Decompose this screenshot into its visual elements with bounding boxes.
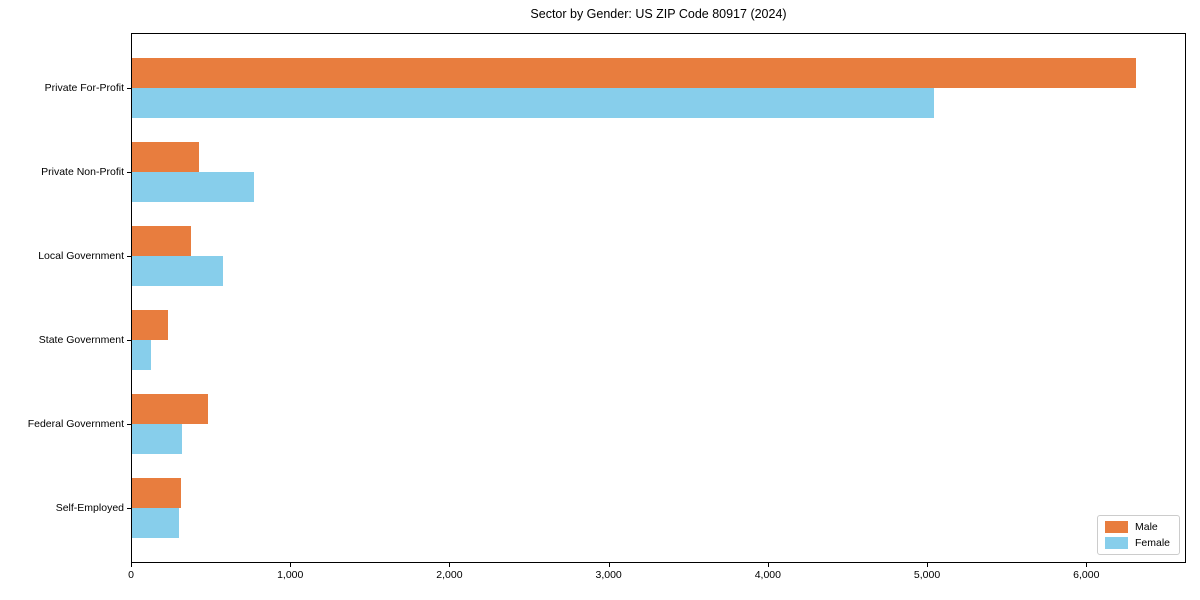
bar-female (132, 88, 934, 118)
x-axis-tick (1086, 563, 1088, 567)
bar-male (132, 58, 1136, 88)
legend-label: Male (1134, 521, 1158, 533)
x-axis-tick-label: 4,000 (754, 569, 781, 581)
y-axis-tick (127, 88, 131, 89)
x-axis-tick-label: 2,000 (436, 569, 463, 581)
y-axis-tick (127, 172, 131, 173)
bar-group (132, 226, 1185, 286)
x-axis-tick (767, 563, 769, 567)
legend: Male Female (1096, 515, 1180, 555)
y-axis-label: Private Non-Profit (41, 166, 124, 178)
bar-female (132, 172, 254, 202)
x-axis-tick-label: 3,000 (595, 569, 622, 581)
y-axis-tick (127, 424, 131, 425)
y-axis-label: Private For-Profit (44, 82, 124, 94)
bar-group (132, 58, 1185, 118)
x-axis-tick-label: 5,000 (913, 569, 941, 581)
legend-entry: Male (1104, 521, 1170, 533)
bar-female (132, 508, 179, 538)
legend-swatch-male (1104, 521, 1128, 533)
x-axis-tick (131, 563, 132, 567)
bar-male (132, 394, 208, 424)
bar-group (132, 478, 1185, 538)
plot-area: Male Female (131, 33, 1186, 563)
x-axis-tick-label: 1,000 (277, 569, 304, 581)
bar-group (132, 310, 1185, 370)
y-axis-tick (127, 508, 131, 509)
y-axis-tick (127, 256, 131, 257)
bar-group (132, 394, 1185, 454)
bar-male (132, 142, 199, 172)
legend-label: Female (1134, 537, 1170, 549)
bar-male (132, 310, 168, 340)
x-axis-tick-label: 0 (128, 569, 134, 581)
y-axis-label: State Government (38, 334, 124, 346)
y-axis-label: Self-Employed (55, 502, 124, 514)
x-axis-tick (290, 563, 292, 567)
bar-male (132, 226, 191, 256)
legend-entry: Female (1104, 537, 1170, 549)
y-axis-label: Local Government (38, 250, 124, 262)
y-axis-label: Federal Government (27, 418, 124, 430)
x-axis-tick (927, 563, 929, 567)
bar-group (132, 142, 1185, 202)
y-axis-tick (127, 340, 131, 341)
bar-female (132, 340, 151, 370)
bar-male (132, 478, 181, 508)
bar-female (132, 256, 223, 286)
chart-title: Sector by Gender: US ZIP Code 80917 (202… (530, 7, 787, 21)
x-axis-tick-label: 6,000 (1073, 569, 1100, 581)
legend-swatch-female (1104, 537, 1128, 549)
x-axis-tick (608, 563, 610, 567)
x-axis-tick (449, 563, 451, 567)
bar-female (132, 424, 182, 454)
